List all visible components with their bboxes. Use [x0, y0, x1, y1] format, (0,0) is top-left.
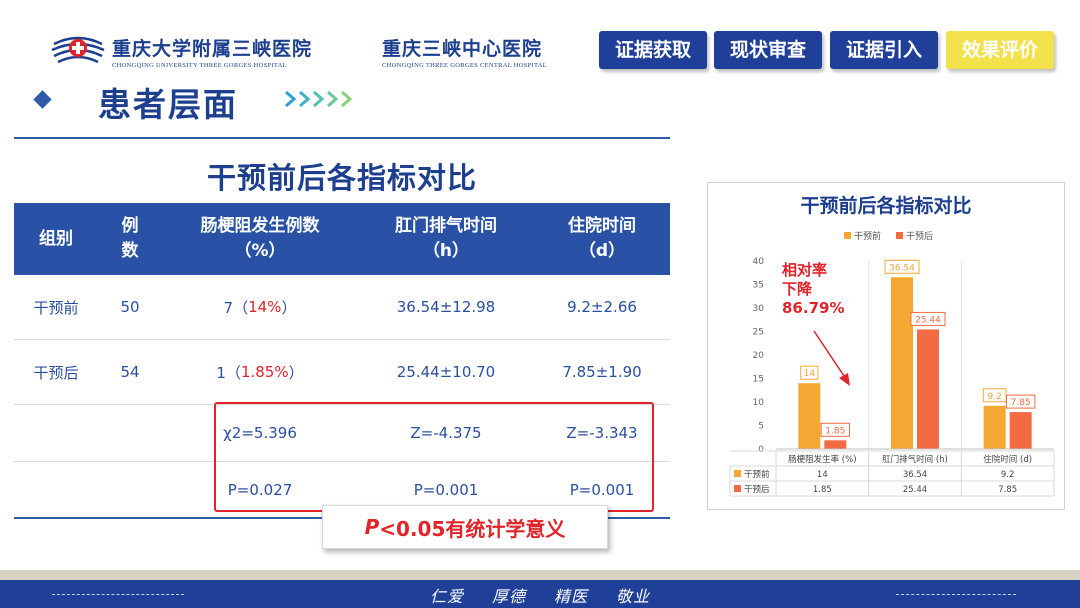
- y-tick-label: 30: [753, 304, 765, 314]
- x-tick-label: 肛门排气时间 (h): [882, 454, 948, 465]
- hospital-name-2: 重庆三峡中心医院 CHONGQING THREE GORGES CENTRAL …: [382, 38, 548, 69]
- cell-stay: 9.2±2.66: [567, 298, 637, 316]
- cell-flatus: 25.44±10.70: [396, 363, 496, 381]
- y-tick-label: 40: [753, 257, 765, 267]
- stat-ileus: χ2=5.396: [223, 424, 297, 442]
- cell-ileus: 7（ 14%）: [223, 298, 297, 317]
- header-flatus: 肛门排气时间 （h）: [395, 216, 497, 261]
- chevron-arrows-icon: [285, 90, 353, 108]
- footer-dashes: [896, 594, 1016, 595]
- stat-flatus: Z=-4.375: [410, 424, 482, 442]
- data-table-series-name: 干预后: [744, 484, 770, 495]
- cell-ileus: 1（ 1.85%）: [216, 363, 304, 382]
- y-tick-label: 35: [753, 281, 764, 291]
- chart-title: 干预前后各指标对比: [800, 195, 972, 217]
- cell-flatus: 36.54±12.98: [396, 298, 496, 316]
- cell-group: 干预后: [33, 363, 79, 382]
- data-label-box: [800, 365, 819, 380]
- data-label: 25.44: [915, 315, 941, 325]
- divider: [14, 137, 670, 139]
- data-table-value: 7.85: [998, 485, 1017, 495]
- x-tick-label: 住院时间 (d): [983, 454, 1032, 465]
- y-tick-label: 10: [753, 398, 765, 408]
- annotation-arrow: [813, 330, 847, 380]
- bar-chart: 干预前 干预后0510152025303540141.8536.5425.449.…: [729, 230, 1055, 497]
- tab-status-review[interactable]: 现状审查: [714, 31, 822, 69]
- annotation-text: 相对率: [782, 261, 827, 279]
- cell-cases: 50: [120, 298, 140, 316]
- data-label-box: [910, 311, 946, 326]
- data-table-series-name: 干预前: [744, 469, 770, 480]
- y-tick-label: 0: [758, 445, 764, 455]
- bar: [891, 277, 913, 449]
- stats-row: χ2=5.396 Z=-4.375 Z=-3.343: [14, 405, 670, 461]
- data-table-value: 9.2: [1001, 470, 1015, 480]
- table-row: 干预后 54 1（ 1.85%） 25.44±10.70 7.85±1.90: [14, 340, 670, 404]
- row-divider: [14, 404, 670, 405]
- bar: [983, 405, 1006, 449]
- data-label: 1.85: [825, 426, 845, 436]
- data-label: 7.85: [1011, 398, 1031, 408]
- header-stay: 住院时间 （d）: [568, 216, 636, 261]
- pvalue-ileus: P=0.027: [227, 481, 293, 499]
- cell-cases: 54: [120, 363, 140, 381]
- data-table-swatch: [734, 470, 741, 477]
- data-table-value: 1.85: [813, 485, 832, 495]
- y-tick-label: 20: [753, 351, 765, 361]
- data-table-value: 36.54: [903, 470, 927, 480]
- cell-stay: 7.85±1.90: [562, 363, 642, 381]
- tab-evidence-introduction[interactable]: 证据引入: [830, 31, 938, 69]
- legend-label: 干预后: [906, 231, 933, 242]
- footer-dashes: [52, 594, 184, 595]
- data-label: 14: [804, 369, 816, 379]
- x-tick-label: 肠梗阻发生率 (%): [788, 454, 856, 465]
- data-table-value: 14: [817, 470, 828, 480]
- significance-note: P <0.05有统计学意义: [322, 505, 608, 549]
- hospital-name-1: 重庆大学附属三峡医院 CHONGQING UNIVERSITY THREE GO…: [112, 38, 313, 69]
- annotation-text: 下降: [782, 280, 813, 298]
- data-label-box: [884, 259, 920, 274]
- bar: [824, 440, 847, 449]
- data-table-value: 25.44: [903, 485, 927, 495]
- row-divider: [14, 339, 670, 340]
- section-title: 患者层面: [98, 85, 238, 124]
- data-label: 9.2: [988, 392, 1002, 402]
- row-divider: [14, 461, 670, 462]
- footer-motto: 仁爱 厚德 精医 敬业: [429, 587, 651, 606]
- tab-effect-evaluation[interactable]: 效果评价: [946, 31, 1054, 69]
- header-group: 组别: [39, 228, 73, 249]
- diamond-bullet-icon: [33, 90, 52, 109]
- bar: [917, 329, 939, 449]
- y-tick-label: 5: [758, 422, 764, 432]
- table-header: 组别 例 数 肠梗阻发生例数 （%） 肛门排气时间 （h） 住院时间 （d）: [14, 203, 670, 275]
- table-row: 干预前 50 7（ 14%） 36.54±12.98 9.2±2.66: [14, 275, 670, 339]
- annotation-text: 86.79%: [782, 299, 844, 317]
- hospital-logo-icon: [51, 36, 105, 64]
- highlight-box: [214, 402, 654, 512]
- pvalue-stay: P=0.001: [569, 481, 635, 499]
- data-label-box: [1005, 394, 1036, 409]
- pvalue-row: P=0.027 P=0.001 P=0.001: [14, 462, 670, 518]
- cell-group: 干预前: [33, 298, 79, 317]
- legend-label: 干预前: [854, 230, 881, 242]
- data-table-swatch: [734, 485, 741, 492]
- legend-swatch: [896, 232, 903, 239]
- y-tick-label: 25: [753, 328, 764, 338]
- header-cases: 例 数: [121, 216, 139, 261]
- table-title: 干预前后各指标对比: [206, 161, 477, 195]
- footer-band: [0, 570, 1080, 580]
- bar: [798, 383, 821, 449]
- data-label-box: [820, 422, 851, 437]
- tab-evidence-acquisition[interactable]: 证据获取: [599, 31, 707, 69]
- annotation-arrowhead: [839, 373, 850, 386]
- data-label: 36.54: [889, 263, 915, 273]
- stat-stay: Z=-3.343: [566, 424, 638, 442]
- bar: [1009, 412, 1032, 449]
- chart-panel: 干预前后各指标对比 干预前 干预后 0 5 10 15 20 25 30 35 40 14 1.85 36…: [707, 182, 1065, 510]
- pvalue-flatus: P=0.001: [413, 481, 479, 499]
- header-ileus: 肠梗阻发生例数 （%）: [200, 216, 320, 261]
- y-tick-label: 15: [753, 375, 764, 385]
- legend-swatch: [844, 232, 851, 239]
